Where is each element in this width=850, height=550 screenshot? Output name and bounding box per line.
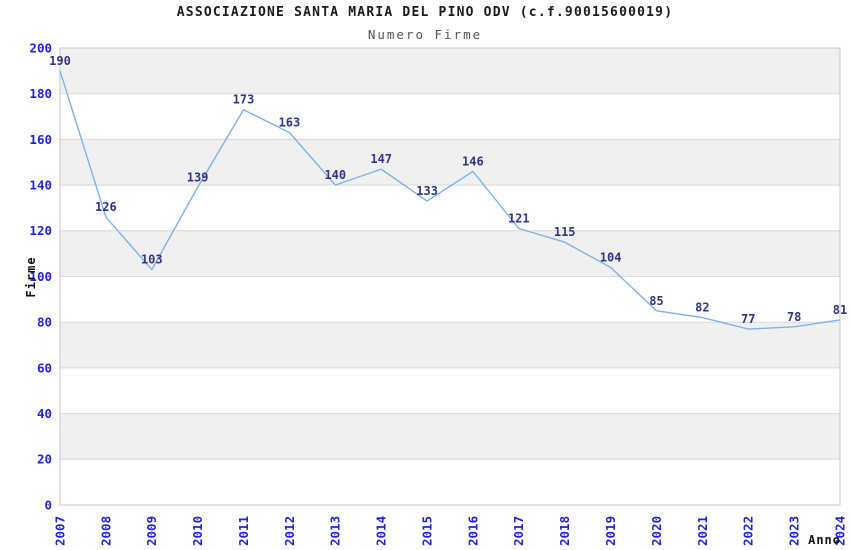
y-tick-label: 200 <box>29 40 52 55</box>
data-point-label: 173 <box>233 93 255 107</box>
y-tick-label: 180 <box>29 86 52 101</box>
y-tick-label: 120 <box>29 223 52 238</box>
data-point-label: 78 <box>787 310 801 324</box>
grid-band <box>60 276 840 323</box>
grid-band <box>60 185 840 231</box>
grid-band <box>60 459 840 505</box>
data-point-label: 147 <box>370 152 392 166</box>
x-tick-label: 2022 <box>741 516 756 546</box>
x-tick-label: 2015 <box>419 516 434 546</box>
data-point-label: 139 <box>187 170 209 184</box>
plot-border <box>59 47 841 506</box>
y-axis-title: Firme <box>24 256 38 298</box>
grid-band <box>60 139 840 186</box>
data-point-label: 121 <box>508 212 530 226</box>
data-point-label: 140 <box>324 168 346 182</box>
y-tick-label: 20 <box>37 452 52 467</box>
y-tick-label: 140 <box>29 177 52 192</box>
y-tick-label: 100 <box>29 269 52 284</box>
data-point-label: 146 <box>462 154 484 168</box>
x-tick-label: 2014 <box>374 516 389 546</box>
y-tick-label: 60 <box>37 360 52 375</box>
grid-band <box>60 48 840 94</box>
x-tick-label: 2012 <box>282 516 297 546</box>
x-tick-label: 2018 <box>557 516 572 546</box>
y-tick-label: 80 <box>37 315 52 330</box>
y-tick-label: 0 <box>44 497 52 512</box>
data-point-label: 163 <box>279 116 301 130</box>
x-tick-label: 2021 <box>695 516 710 546</box>
chart-subtitle: Numero Firme <box>367 27 483 42</box>
grid-band <box>60 230 840 277</box>
data-series-line <box>59 70 841 330</box>
data-point-label: 190 <box>49 54 71 68</box>
data-point-label: 133 <box>416 184 438 198</box>
data-point-label: 103 <box>141 253 163 267</box>
data-point-label: 126 <box>95 200 117 214</box>
data-point-label: 104 <box>600 250 622 264</box>
x-tick-label: 2023 <box>786 516 801 546</box>
grid-band <box>60 322 840 368</box>
x-tick-label: 2011 <box>236 516 251 546</box>
x-tick-label: 2019 <box>603 516 618 546</box>
x-tick-label: 2013 <box>328 516 343 546</box>
y-tick-label: 40 <box>37 406 52 421</box>
data-point-label: 81 <box>833 303 847 317</box>
x-axis-title: Anno <box>808 533 841 547</box>
data-point-label: 77 <box>741 312 755 326</box>
x-tick-label: 2008 <box>98 516 113 546</box>
x-tick-label: 2007 <box>52 516 67 546</box>
x-tick-label: 2020 <box>649 516 664 546</box>
x-tick-label: 2009 <box>144 516 159 546</box>
grid-band <box>60 93 840 140</box>
x-tick-label: 2017 <box>511 516 526 546</box>
data-point-label: 85 <box>649 294 663 308</box>
data-point-label: 115 <box>554 225 576 239</box>
x-tick-label: 2024 <box>832 516 847 546</box>
x-tick-label: 2016 <box>465 516 480 546</box>
x-tick-label: 2010 <box>190 516 205 546</box>
y-tick-label: 160 <box>29 132 52 147</box>
data-point-label: 82 <box>695 301 709 315</box>
grid-band <box>60 413 840 460</box>
grid-band <box>60 367 840 414</box>
chart-title: ASSOCIAZIONE SANTA MARIA DEL PINO ODV (c… <box>176 5 674 20</box>
